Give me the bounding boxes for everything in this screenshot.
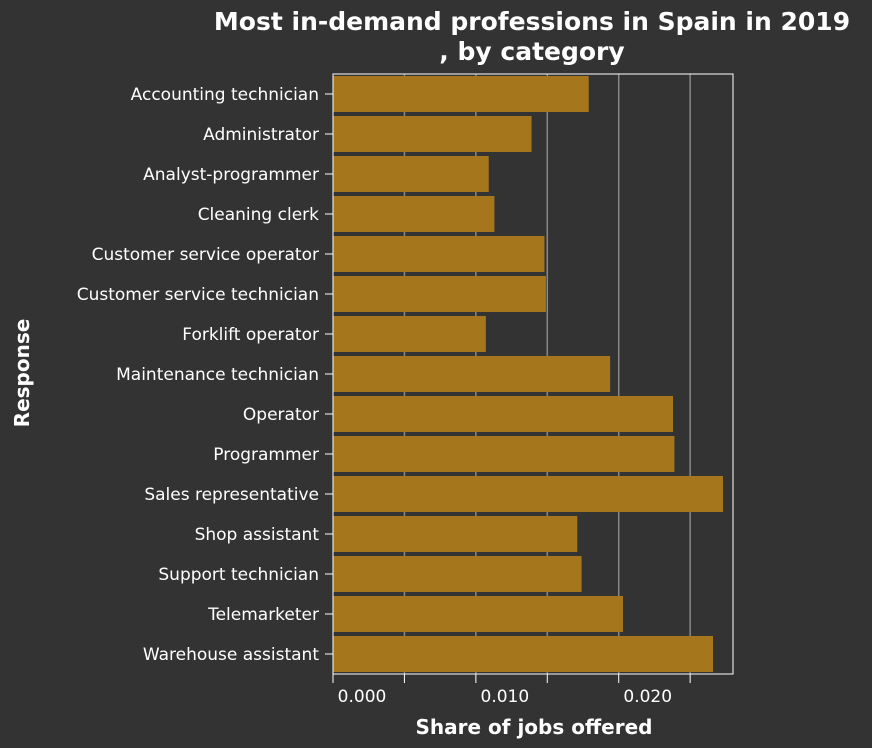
bar <box>333 76 589 112</box>
bar <box>333 476 723 512</box>
bar <box>333 556 582 592</box>
y-tick-label: Administrator <box>203 125 319 145</box>
bar <box>333 116 532 152</box>
bar <box>333 316 486 352</box>
x-tick-label: 0.000 <box>338 687 387 707</box>
bar <box>333 156 489 192</box>
y-axis: Accounting technician Administrator Analys… <box>77 85 333 665</box>
y-tick-label: Accounting technician <box>131 85 319 105</box>
y-tick-label: Sales representative <box>144 485 319 505</box>
y-tick-label: Programmer <box>213 445 319 465</box>
bar <box>333 396 673 432</box>
bar <box>333 516 577 552</box>
y-tick-label: Shop assistant <box>195 525 320 545</box>
y-tick-label: Maintenance technician <box>116 365 319 385</box>
y-axis-title: Response <box>10 319 34 428</box>
bar <box>333 276 546 312</box>
y-tick-label: Customer service technician <box>77 285 319 305</box>
y-tick-label: Forklift operator <box>182 325 319 345</box>
y-tick-label: Cleaning clerk <box>198 205 319 225</box>
y-tick-label: Customer service operator <box>92 245 319 265</box>
bars <box>333 76 723 672</box>
bar <box>333 196 494 232</box>
bar <box>333 596 623 632</box>
y-tick-label: Telemarketer <box>207 605 319 625</box>
bar <box>333 356 610 392</box>
y-tick-label: Warehouse assistant <box>143 645 319 665</box>
x-tick-label: 0.010 <box>481 687 530 707</box>
y-tick-label: Support technician <box>158 565 319 585</box>
bar <box>333 436 674 472</box>
x-tick-label: 0.020 <box>623 687 672 707</box>
x-axis-title: Share of jobs offered <box>416 715 653 739</box>
bar <box>333 636 713 672</box>
chart-title-line-1: Most in-demand professions in Spain in 2… <box>214 7 850 36</box>
bar <box>333 236 544 272</box>
y-tick-label: Operator <box>243 405 319 425</box>
x-axis: 0.000 0.010 0.020 <box>333 674 690 707</box>
y-tick-label: Analyst-programmer <box>143 165 319 185</box>
chart-title-line-2: , by category <box>439 37 624 66</box>
